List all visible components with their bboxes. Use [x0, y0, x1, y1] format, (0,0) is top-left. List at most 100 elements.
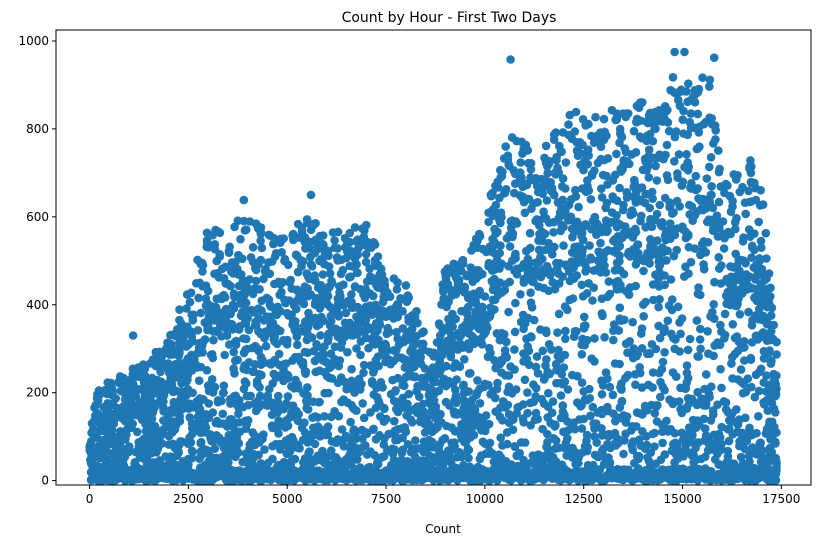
- data-point: [693, 109, 703, 119]
- data-point: [548, 187, 557, 197]
- data-point: [279, 234, 289, 243]
- data-point: [557, 211, 567, 220]
- data-point: [617, 233, 627, 243]
- data-point: [680, 431, 689, 441]
- data-point: [625, 337, 634, 346]
- data-point: [693, 352, 702, 361]
- data-point: [720, 309, 730, 319]
- data-point: [310, 271, 320, 280]
- data-point: [217, 471, 227, 480]
- data-point: [715, 264, 724, 273]
- data-point: [693, 387, 702, 397]
- data-point: [544, 340, 554, 349]
- data-point: [766, 471, 775, 480]
- data-point: [240, 310, 250, 319]
- data-point: [717, 422, 726, 432]
- data-point: [373, 318, 383, 328]
- data-point: [658, 357, 668, 367]
- data-point: [674, 87, 684, 97]
- data-point: [579, 387, 588, 396]
- data-point: [562, 469, 572, 478]
- data-point: [623, 370, 633, 380]
- data-point: [628, 437, 638, 446]
- data-point: [448, 309, 457, 319]
- data-point: [731, 224, 740, 234]
- data-point: [408, 342, 418, 352]
- data-point: [247, 305, 256, 315]
- data-point: [352, 344, 361, 353]
- data-point: [458, 256, 467, 266]
- data-point: [449, 363, 458, 372]
- data-point: [559, 241, 568, 250]
- data-point: [319, 470, 329, 480]
- data-point: [210, 444, 220, 454]
- data-point: [268, 423, 277, 433]
- data-point: [175, 398, 185, 408]
- data-point: [458, 395, 468, 405]
- data-point: [305, 430, 314, 440]
- data-point: [406, 415, 416, 425]
- data-point: [551, 457, 561, 466]
- data-point: [721, 179, 731, 189]
- data-point: [393, 278, 402, 287]
- data-point: [756, 448, 766, 457]
- data-point: [610, 235, 619, 244]
- data-point: [510, 327, 520, 337]
- data-point: [631, 380, 640, 390]
- data-point: [661, 230, 671, 239]
- data-point: [429, 352, 439, 361]
- data-point: [693, 184, 702, 193]
- data-point: [504, 472, 513, 482]
- data-point: [142, 439, 152, 449]
- data-point: [699, 260, 708, 269]
- data-point: [759, 378, 769, 387]
- data-point: [456, 449, 466, 459]
- data-point: [491, 363, 501, 373]
- data-point: [558, 379, 567, 389]
- data-point: [333, 256, 343, 265]
- data-point: [321, 287, 331, 297]
- data-point: [496, 165, 505, 175]
- data-point: [663, 246, 672, 256]
- data-point: [201, 281, 211, 291]
- data-point: [560, 302, 570, 311]
- data-point: [590, 334, 599, 343]
- data-point: [715, 223, 724, 233]
- data-point: [556, 354, 565, 364]
- data-point: [175, 341, 185, 351]
- data-point: [709, 351, 718, 361]
- data-point: [761, 429, 771, 438]
- data-point: [746, 197, 756, 206]
- data-point: [330, 354, 339, 364]
- data-point: [509, 219, 519, 228]
- data-point: [654, 467, 664, 477]
- data-point: [133, 427, 142, 437]
- data-point: [228, 451, 238, 460]
- data-point: [588, 402, 598, 412]
- data-point: [206, 434, 215, 443]
- data-point: [730, 333, 740, 343]
- data-point: [172, 451, 182, 461]
- data-point: [314, 425, 324, 434]
- data-point: [554, 309, 564, 319]
- data-point: [769, 376, 779, 385]
- data-point: [462, 309, 472, 319]
- data-point: [162, 345, 171, 355]
- data-point: [258, 355, 267, 365]
- data-point: [193, 412, 203, 422]
- data-point: [358, 434, 367, 444]
- data-point: [343, 329, 352, 339]
- data-point: [122, 430, 131, 440]
- data-point: [555, 279, 564, 288]
- data-point: [501, 185, 511, 194]
- data-point: [504, 307, 513, 317]
- data-point: [586, 195, 596, 204]
- data-point: [642, 117, 651, 126]
- data-point: [254, 346, 263, 356]
- data-point: [577, 350, 587, 359]
- data-point: [356, 337, 366, 346]
- data-point: [231, 257, 240, 267]
- data-point: [519, 400, 528, 409]
- data-point: [303, 438, 313, 447]
- data-point: [335, 292, 344, 302]
